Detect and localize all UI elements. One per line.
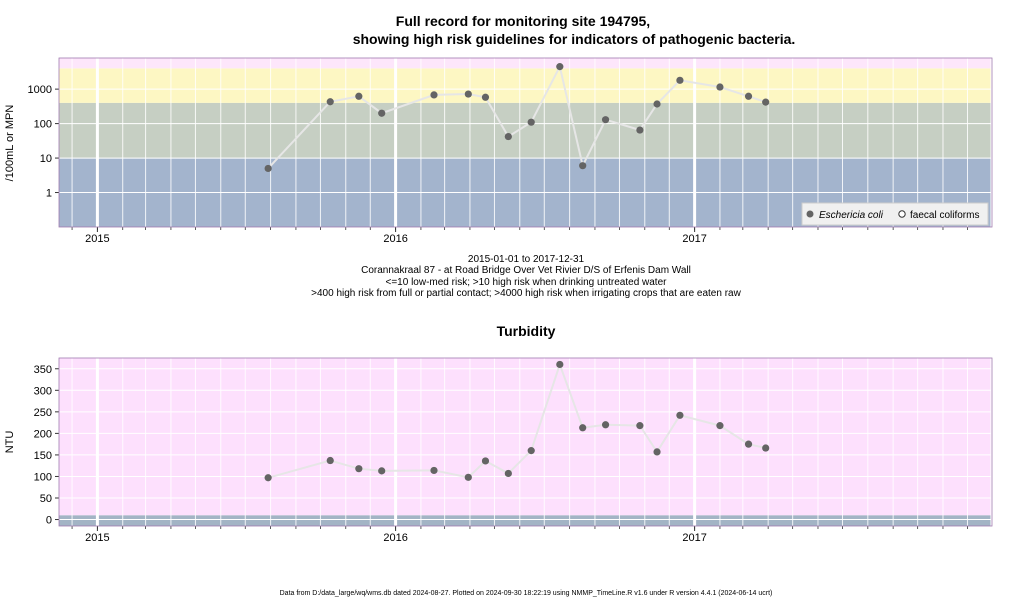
series-line [267,361,766,479]
data-point [264,474,272,482]
y-tick-label: 200 [34,428,52,440]
plot-frame [58,57,993,228]
data-point [355,465,363,473]
y-tick-label: 10 [40,153,52,165]
data-point [430,466,438,475]
risk-band-1 [59,358,992,516]
x-tick-label: 2016 [383,532,407,544]
legend-ecoli-marker [806,210,814,218]
turbidity-plot-grid [59,358,994,526]
data-point [464,473,472,481]
y-tick-label: 350 [34,364,52,376]
chart-title-line2: showing high risk guidelines for indicat… [353,31,796,47]
footer-note: Data from D:/data_large/wq/wms.db dated … [280,590,773,597]
y-tick-label: 300 [34,385,52,397]
data-point [378,109,386,117]
data-point [355,92,363,100]
bacteria-y-axis-label: /100mL or MPN [4,105,16,182]
data-point [676,76,684,84]
bacteria-series [264,63,770,173]
bacteria-plot-axes: 2015 2016 2017 1 10 100 1000 [28,57,993,245]
data-point [762,444,770,452]
turbidity-y-axis-label: NTU [4,431,16,454]
x-tick-label: 2015 [85,532,109,544]
data-point [556,63,564,71]
data-point [716,422,724,430]
x-tick-label: 2015 [85,233,109,245]
x-tick-label: 2017 [682,233,706,245]
turbidity-series [264,360,770,482]
y-tick-label: 1000 [28,84,52,96]
data-point [579,162,587,170]
risk-band-2 [59,68,992,103]
data-point [601,421,610,429]
turbidity-title: Turbidity [497,323,556,339]
y-tick-label: 150 [34,450,52,462]
bacteria-plot-panel: 2015 2016 2017 1 10 100 1000 /100mL or MPN Esc… [4,57,994,245]
info-site-name: Corannakraal 87 - at Road Bridge Over Ve… [361,265,691,276]
data-point [744,440,753,448]
turbidity-plot-axes: 2015 2016 2017 0 50 100 150 200 250 300 350 [34,357,993,544]
data-point [430,91,438,99]
data-point [762,98,770,106]
bacteria-plot-background [59,58,992,227]
data-point [481,93,490,101]
y-tick-label: 0 [46,515,52,527]
data-point [527,118,535,126]
data-point [481,457,490,465]
data-point [504,132,512,141]
data-point [378,467,386,475]
data-point [326,456,334,465]
info-date-range: 2015-01-01 to 2017-12-31 [468,254,585,265]
y-tick-label: 250 [34,407,52,419]
x-tick-label: 2016 [383,233,407,245]
y-tick-label: 100 [34,119,52,131]
risk-band-0 [59,515,992,526]
data-point [464,90,472,98]
series-line [267,63,767,170]
risk-band-1 [59,102,992,159]
y-tick-label: 50 [40,493,52,505]
data-point [636,126,644,134]
risk-band-3 [59,58,992,69]
y-tick-label: 1 [46,188,52,200]
data-point [636,422,644,430]
data-point [504,469,512,478]
data-point [264,164,272,173]
data-point [579,424,587,432]
bacteria-legend: Eschericia coli faecal coliforms [801,202,989,226]
turbidity-plot-panel: 2015 2016 2017 0 50 100 150 200 250 300 350 NTU [4,357,994,544]
data-point [744,92,753,100]
legend-box [801,202,989,226]
chart-title-line1: Full record for monitoring site 194795, [396,13,650,29]
data-point [556,360,564,369]
data-point [527,447,535,455]
y-tick-label: 100 [34,471,52,483]
legend-faecal-label: faecal coliforms [910,210,979,221]
info-guideline-contact: >400 high risk from full or partial cont… [311,288,741,299]
plot-frame [58,357,993,527]
legend-ecoli-label: Eschericia coli [819,210,884,221]
data-point [676,411,684,419]
data-point [601,116,610,124]
legend-faecal-marker [898,210,906,218]
x-tick-label: 2017 [682,532,706,544]
data-point [326,98,334,106]
data-point [653,448,661,456]
info-guideline-drinking: <=10 low-med risk; >10 high risk when dr… [386,277,668,288]
data-point [716,83,724,91]
data-point [653,100,661,108]
turbidity-plot-background [59,358,992,526]
